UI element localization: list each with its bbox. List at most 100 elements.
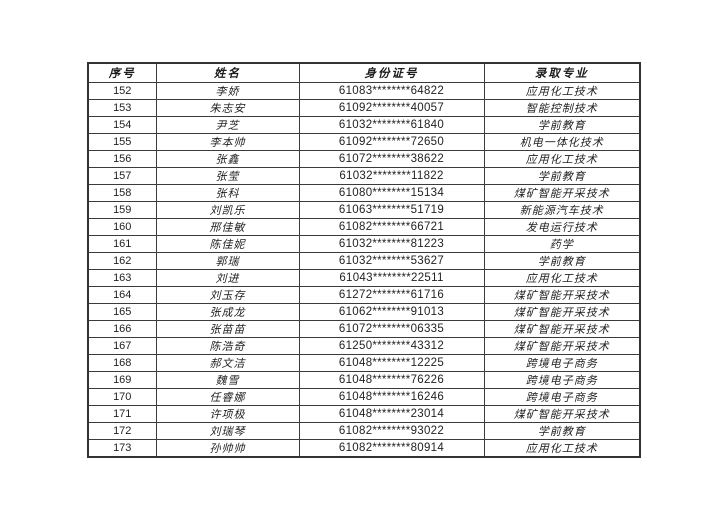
student-name-cell: 尹芝 — [155, 115, 300, 134]
serial-number-cell: 165 — [87, 302, 157, 321]
serial-number-cell: 170 — [87, 387, 157, 406]
serial-number-cell: 164 — [87, 285, 157, 304]
table-row: 170 任睿娜 61048********16246 跨境电子商务 — [87, 387, 641, 406]
admitted-major-cell: 智能控制技术 — [483, 98, 641, 117]
admitted-major-cell: 学前教育 — [483, 115, 641, 134]
student-name-cell: 任睿娜 — [155, 387, 300, 406]
id-number-cell: 61032********61840 — [298, 115, 485, 134]
table-header-row: 序号 姓名 身份证号 录取专业 — [87, 62, 641, 83]
table-row: 164 刘玉存 61272********61716 煤矿智能开采技术 — [87, 285, 641, 304]
table-row: 155 李本帅 61092********72650 机电一体化技术 — [87, 132, 641, 151]
id-number-cell: 61072********38622 — [298, 149, 485, 168]
admitted-major-cell: 跨境电子商务 — [483, 387, 641, 406]
id-number-cell: 61032********11822 — [298, 166, 485, 185]
admitted-major-cell: 煤矿智能开采技术 — [483, 336, 641, 355]
table-row: 152 李娇 61083********64822 应用化工技术 — [87, 81, 641, 100]
student-name-cell: 孙帅帅 — [155, 438, 300, 457]
student-name-cell: 邢佳敏 — [155, 217, 300, 236]
table-row: 153 朱志安 61092********40057 智能控制技术 — [87, 98, 641, 117]
serial-number-cell: 162 — [87, 251, 157, 270]
serial-number-cell: 163 — [87, 268, 157, 287]
id-number-cell: 61048********23014 — [298, 404, 485, 423]
serial-number-cell: 171 — [87, 404, 157, 423]
column-header-admitted-major: 录取专业 — [483, 62, 641, 83]
column-header-name: 姓名 — [155, 62, 300, 83]
student-name-cell: 魏雪 — [155, 370, 300, 389]
table-row: 162 郭瑞 61032********53627 学前教育 — [87, 251, 641, 270]
id-number-cell: 61092********72650 — [298, 132, 485, 151]
id-number-cell: 61032********53627 — [298, 251, 485, 270]
admission-roster-table: 序号 姓名 身份证号 录取专业 152 李娇 61083********6482… — [87, 62, 641, 458]
id-number-cell: 61082********93022 — [298, 421, 485, 440]
serial-number-cell: 157 — [87, 166, 157, 185]
admitted-major-cell: 应用化工技术 — [483, 149, 641, 168]
student-name-cell: 陈佳妮 — [155, 234, 300, 253]
table-row: 163 刘进 61043********22511 应用化工技术 — [87, 268, 641, 287]
admitted-major-cell: 煤矿智能开采技术 — [483, 404, 641, 423]
student-name-cell: 张鑫 — [155, 149, 300, 168]
serial-number-cell: 160 — [87, 217, 157, 236]
serial-number-cell: 167 — [87, 336, 157, 355]
student-name-cell: 许项极 — [155, 404, 300, 423]
serial-number-cell: 153 — [87, 98, 157, 117]
column-header-serial-number: 序号 — [87, 62, 157, 83]
student-name-cell: 郭瑞 — [155, 251, 300, 270]
serial-number-cell: 155 — [87, 132, 157, 151]
admitted-major-cell: 煤矿智能开采技术 — [483, 319, 641, 338]
student-name-cell: 陈浩奇 — [155, 336, 300, 355]
serial-number-cell: 159 — [87, 200, 157, 219]
id-number-cell: 61080********15134 — [298, 183, 485, 202]
id-number-cell: 61048********12225 — [298, 353, 485, 372]
student-name-cell: 刘进 — [155, 268, 300, 287]
table-row: 171 许项极 61048********23014 煤矿智能开采技术 — [87, 404, 641, 423]
student-name-cell: 刘玉存 — [155, 285, 300, 304]
table-row: 166 张苗苗 61072********06335 煤矿智能开采技术 — [87, 319, 641, 338]
serial-number-cell: 154 — [87, 115, 157, 134]
serial-number-cell: 166 — [87, 319, 157, 338]
student-name-cell: 张成龙 — [155, 302, 300, 321]
admitted-major-cell: 煤矿智能开采技术 — [483, 183, 641, 202]
column-header-id-number: 身份证号 — [298, 62, 485, 83]
table-row: 154 尹芝 61032********61840 学前教育 — [87, 115, 641, 134]
admitted-major-cell: 机电一体化技术 — [483, 132, 641, 151]
admitted-major-cell: 学前教育 — [483, 421, 641, 440]
id-number-cell: 61092********40057 — [298, 98, 485, 117]
id-number-cell: 61072********06335 — [298, 319, 485, 338]
admitted-major-cell: 药学 — [483, 234, 641, 253]
table-row: 160 邢佳敏 61082********66721 发电运行技术 — [87, 217, 641, 236]
student-name-cell: 张莹 — [155, 166, 300, 185]
table-row: 165 张成龙 61062********91013 煤矿智能开采技术 — [87, 302, 641, 321]
student-name-cell: 李本帅 — [155, 132, 300, 151]
id-number-cell: 61082********66721 — [298, 217, 485, 236]
table-body: 152 李娇 61083********64822 应用化工技术 153 朱志安… — [87, 81, 641, 457]
table-row: 158 张科 61080********15134 煤矿智能开采技术 — [87, 183, 641, 202]
table-row: 156 张鑫 61072********38622 应用化工技术 — [87, 149, 641, 168]
admitted-major-cell: 应用化工技术 — [483, 438, 641, 457]
table-row: 167 陈浩奇 61250********43312 煤矿智能开采技术 — [87, 336, 641, 355]
admitted-major-cell: 新能源汽车技术 — [483, 200, 641, 219]
admitted-major-cell: 煤矿智能开采技术 — [483, 285, 641, 304]
admitted-major-cell: 发电运行技术 — [483, 217, 641, 236]
student-name-cell: 刘凯乐 — [155, 200, 300, 219]
id-number-cell: 61063********51719 — [298, 200, 485, 219]
admitted-major-cell: 应用化工技术 — [483, 81, 641, 100]
admitted-major-cell: 学前教育 — [483, 166, 641, 185]
id-number-cell: 61082********80914 — [298, 438, 485, 457]
id-number-cell: 61062********91013 — [298, 302, 485, 321]
id-number-cell: 61272********61716 — [298, 285, 485, 304]
table-row: 161 陈佳妮 61032********81223 药学 — [87, 234, 641, 253]
serial-number-cell: 173 — [87, 438, 157, 457]
admitted-major-cell: 煤矿智能开采技术 — [483, 302, 641, 321]
student-name-cell: 张科 — [155, 183, 300, 202]
student-name-cell: 张苗苗 — [155, 319, 300, 338]
admitted-major-cell: 跨境电子商务 — [483, 370, 641, 389]
id-number-cell: 61048********76226 — [298, 370, 485, 389]
student-name-cell: 朱志安 — [155, 98, 300, 117]
id-number-cell: 61043********22511 — [298, 268, 485, 287]
student-name-cell: 郝文洁 — [155, 353, 300, 372]
serial-number-cell: 172 — [87, 421, 157, 440]
serial-number-cell: 169 — [87, 370, 157, 389]
table-row: 157 张莹 61032********11822 学前教育 — [87, 166, 641, 185]
table-row: 173 孙帅帅 61082********80914 应用化工技术 — [87, 438, 641, 457]
